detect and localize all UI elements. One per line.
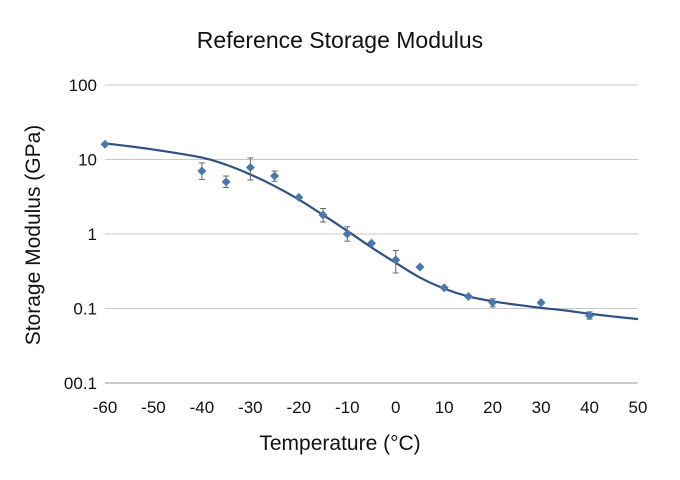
x-tick-label: -50 <box>141 398 166 417</box>
y-axis-label: Storage Modulus (GPa) <box>22 125 45 346</box>
chart-title: Reference Storage Modulus <box>197 27 483 53</box>
x-tick-label: 20 <box>483 398 502 417</box>
data-point-marker <box>488 298 498 308</box>
data-point-marker <box>585 311 595 321</box>
data-point-marker <box>536 298 546 308</box>
data-point-marker <box>342 229 352 239</box>
data-point-marker <box>439 283 449 293</box>
x-tick-label: -40 <box>190 398 215 417</box>
x-tick-label: -10 <box>335 398 360 417</box>
x-axis-label: Temperature (°C) <box>259 432 420 455</box>
data-point-marker <box>245 163 255 173</box>
data-point-marker <box>318 210 328 220</box>
x-tick-label: -20 <box>287 398 312 417</box>
fit-curve-line <box>104 142 639 321</box>
x-tick-label: 10 <box>435 398 454 417</box>
x-tick-label: -60 <box>93 398 118 417</box>
gridlines <box>105 84 638 384</box>
data-point-marker <box>221 177 231 187</box>
x-tick-label: 0 <box>391 398 400 417</box>
data-point-marker <box>367 238 376 248</box>
x-tick-label: -30 <box>238 398 263 417</box>
data-point-marker <box>270 171 280 181</box>
data-point-marker <box>391 255 401 265</box>
y-tick-label: 100 <box>69 76 97 95</box>
y-tick-labels: 00.1 0.1 1 10 100 <box>64 76 97 393</box>
y-tick-label: 1 <box>88 225 97 244</box>
y-tick-label: 0.1 <box>73 300 97 319</box>
data-point-marker <box>294 192 304 202</box>
y-tick-label: 00.1 <box>64 374 97 393</box>
x-tick-label: 30 <box>532 398 551 417</box>
data-point-marker <box>197 166 207 176</box>
x-tick-labels: -60 -50 -40 -30 -20 -10 0 10 20 30 40 50 <box>93 398 648 417</box>
y-tick-label: 10 <box>78 151 97 170</box>
x-tick-label: 50 <box>629 398 648 417</box>
data-points <box>100 139 595 321</box>
data-point-marker <box>463 291 473 301</box>
data-point-marker <box>100 139 110 149</box>
data-point-marker <box>415 262 425 272</box>
x-tick-label: 40 <box>580 398 599 417</box>
